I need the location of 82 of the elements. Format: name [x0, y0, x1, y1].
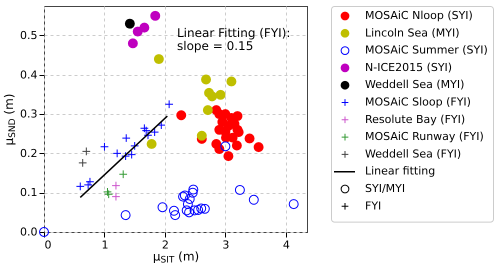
- point: [188, 184, 198, 195]
- legend-label: Resolute Bay (FYI): [365, 112, 466, 126]
- point: [232, 140, 242, 150]
- point: [146, 138, 157, 149]
- point: [39, 227, 49, 237]
- y-tick-label: 0.3: [20, 108, 38, 121]
- point: [182, 205, 192, 216]
- point: [132, 26, 143, 37]
- point: [154, 54, 164, 64]
- point: [188, 188, 198, 198]
- legend-label: MOSAiC Summer (SYI): [365, 44, 488, 57]
- point: [128, 38, 138, 48]
- point: [207, 91, 218, 102]
- legend-label: FYI: [365, 199, 382, 212]
- legend-label: N-ICE2015 (SYI): [365, 60, 452, 74]
- x-tick-label: 1: [101, 238, 108, 252]
- legend-label: Weddell Sea (MYI): [365, 78, 464, 92]
- legend-label: MOSAiC Sloop (FYI): [365, 96, 471, 108]
- legend-label: MOSAiC Runway (FYI): [365, 130, 484, 144]
- point: [234, 127, 244, 138]
- y-tick-label: 0.5: [20, 28, 38, 42]
- point: [170, 210, 180, 220]
- x-tick-label: 2: [162, 238, 169, 252]
- point: [158, 202, 168, 212]
- y-tick-label: 0.4: [20, 68, 38, 82]
- point: [254, 142, 264, 152]
- legend-label: SYI/MYI: [365, 182, 406, 195]
- point: [201, 74, 212, 84]
- point: [150, 128, 160, 137]
- point: [248, 194, 259, 205]
- point: [103, 188, 112, 196]
- point: [127, 150, 136, 159]
- legend-label: Linear fitting: [365, 164, 436, 178]
- point: [124, 18, 135, 29]
- y-tick-label: 0.1: [20, 186, 38, 200]
- point: [182, 199, 193, 210]
- point: [121, 152, 130, 161]
- point: [112, 149, 122, 158]
- x-tick-label: 0: [44, 238, 52, 252]
- point: [228, 132, 238, 143]
- point: [190, 205, 200, 216]
- point: [164, 100, 174, 109]
- point: [196, 130, 207, 141]
- point: [118, 170, 128, 179]
- point: [244, 133, 255, 144]
- point: [112, 181, 120, 190]
- point: [150, 10, 160, 21]
- legend-label: Lincoln Sea (MYI): [365, 26, 460, 40]
- legend-label: MOSAiC Nloop (SYI): [365, 9, 473, 22]
- point: [130, 142, 140, 150]
- point: [169, 206, 179, 216]
- point: [226, 76, 236, 86]
- annotation: Linear Fitting (FYI): slope = 0.15: [177, 26, 290, 53]
- legend-label: Weddell Sea (FYI): [365, 147, 462, 160]
- point: [100, 142, 109, 152]
- point: [200, 204, 210, 214]
- point: [76, 182, 85, 191]
- point: [84, 180, 93, 190]
- point: [78, 158, 88, 168]
- point: [120, 210, 131, 220]
- point: [176, 110, 186, 120]
- point: [288, 199, 299, 210]
- y-tick-label: 0.2: [20, 146, 38, 160]
- y-tick-label: 0.0: [20, 226, 38, 238]
- point: [112, 192, 120, 201]
- x-tick-label: 3: [222, 238, 230, 252]
- point: [82, 147, 91, 156]
- point: [196, 203, 206, 214]
- point: [184, 194, 195, 204]
- x-tick-label: 4: [282, 238, 290, 252]
- point: [184, 207, 194, 218]
- point: [223, 151, 234, 162]
- point: [202, 105, 213, 116]
- point: [122, 134, 131, 142]
- point: [234, 184, 245, 195]
- point: [220, 141, 230, 152]
- point: [86, 177, 94, 186]
- x-axis-title: μ$_{SIT}$ (m): [152, 250, 200, 266]
- point: [104, 190, 114, 199]
- point: [193, 205, 204, 215]
- point: [216, 90, 226, 100]
- point: [232, 111, 242, 122]
